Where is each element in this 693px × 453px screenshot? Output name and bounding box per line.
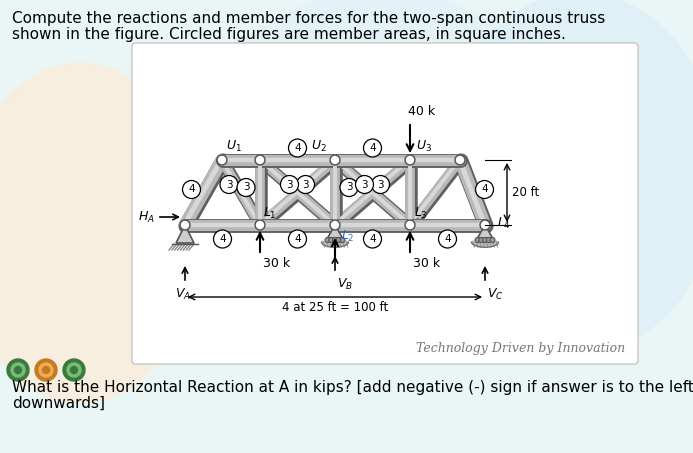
- Text: $L_2$: $L_2$: [341, 229, 355, 244]
- Text: 4: 4: [481, 184, 488, 194]
- Text: 20 ft: 20 ft: [512, 186, 539, 199]
- Circle shape: [288, 230, 306, 248]
- Text: 3: 3: [361, 179, 368, 189]
- Circle shape: [15, 366, 21, 374]
- Text: 4: 4: [369, 234, 376, 244]
- Text: $U_2$: $U_2$: [311, 139, 327, 154]
- Circle shape: [340, 237, 345, 242]
- Circle shape: [364, 230, 382, 248]
- Text: $U_1$: $U_1$: [226, 139, 242, 154]
- Circle shape: [330, 220, 340, 230]
- Text: $L_1$: $L_1$: [263, 206, 277, 221]
- Circle shape: [39, 363, 53, 377]
- Text: 4: 4: [295, 234, 301, 244]
- Text: 4: 4: [219, 234, 226, 244]
- Circle shape: [11, 363, 25, 377]
- Circle shape: [256, 156, 263, 164]
- Circle shape: [328, 237, 334, 242]
- Circle shape: [218, 156, 225, 164]
- Circle shape: [455, 155, 465, 165]
- Circle shape: [42, 366, 49, 374]
- Text: $U_3$: $U_3$: [416, 139, 432, 154]
- Text: 40 k: 40 k: [408, 105, 435, 118]
- Circle shape: [457, 156, 464, 164]
- Text: 30 k: 30 k: [263, 257, 290, 270]
- Circle shape: [331, 222, 338, 228]
- Text: 3: 3: [346, 183, 352, 193]
- Circle shape: [63, 359, 85, 381]
- Text: 3: 3: [302, 179, 309, 189]
- Text: 3: 3: [377, 179, 384, 189]
- Circle shape: [480, 220, 490, 230]
- Circle shape: [288, 139, 306, 157]
- Text: 4: 4: [188, 184, 195, 194]
- Text: shown in the figure. Circled figures are member areas, in square inches.: shown in the figure. Circled figures are…: [12, 27, 566, 42]
- Circle shape: [439, 230, 457, 248]
- Circle shape: [331, 156, 338, 164]
- Circle shape: [330, 155, 340, 165]
- Circle shape: [297, 175, 315, 193]
- Circle shape: [486, 237, 491, 242]
- Text: $L_4$: $L_4$: [497, 216, 511, 231]
- Polygon shape: [322, 242, 349, 247]
- Text: 3: 3: [243, 183, 249, 193]
- Circle shape: [340, 178, 358, 197]
- Circle shape: [482, 237, 487, 242]
- Circle shape: [356, 175, 374, 193]
- Circle shape: [255, 155, 265, 165]
- Circle shape: [364, 139, 382, 157]
- Circle shape: [180, 220, 190, 230]
- Polygon shape: [176, 225, 194, 243]
- Text: $V_A$: $V_A$: [175, 287, 191, 302]
- Text: $L_3$: $L_3$: [414, 206, 428, 221]
- Circle shape: [407, 156, 414, 164]
- Text: 4: 4: [444, 234, 451, 244]
- Circle shape: [371, 175, 389, 193]
- Circle shape: [220, 175, 238, 193]
- Circle shape: [482, 222, 489, 228]
- Circle shape: [490, 237, 495, 242]
- Circle shape: [67, 363, 81, 377]
- Circle shape: [336, 237, 341, 242]
- Circle shape: [333, 237, 337, 242]
- Text: downwards]: downwards]: [12, 396, 105, 411]
- Circle shape: [281, 175, 299, 193]
- Polygon shape: [328, 225, 342, 238]
- Circle shape: [237, 178, 255, 197]
- Text: What is the Horizontal Reaction at A in kips? [add negative (-) sign if answer i: What is the Horizontal Reaction at A in …: [12, 380, 693, 395]
- Circle shape: [256, 222, 263, 228]
- Circle shape: [405, 155, 415, 165]
- Circle shape: [479, 237, 484, 242]
- Text: 30 k: 30 k: [413, 257, 440, 270]
- Text: $H_A$: $H_A$: [138, 209, 155, 225]
- Text: Compute the reactions and member forces for the two-span continuous truss: Compute the reactions and member forces …: [12, 11, 605, 26]
- Text: 4 at 25 ft = 100 ft: 4 at 25 ft = 100 ft: [282, 301, 388, 314]
- Circle shape: [475, 237, 480, 242]
- Text: 3: 3: [226, 179, 232, 189]
- Text: 4: 4: [369, 143, 376, 153]
- Text: 3: 3: [286, 179, 293, 189]
- Circle shape: [182, 222, 188, 228]
- Circle shape: [213, 230, 231, 248]
- Circle shape: [255, 220, 265, 230]
- Circle shape: [182, 180, 200, 198]
- Circle shape: [325, 237, 330, 242]
- Circle shape: [475, 180, 493, 198]
- Ellipse shape: [240, 0, 520, 153]
- Circle shape: [407, 222, 414, 228]
- Text: 4: 4: [295, 143, 301, 153]
- Circle shape: [35, 359, 57, 381]
- Circle shape: [71, 366, 78, 374]
- FancyBboxPatch shape: [132, 43, 638, 364]
- Text: Technology Driven by Innovation: Technology Driven by Innovation: [416, 342, 625, 355]
- Circle shape: [7, 359, 29, 381]
- Circle shape: [217, 155, 227, 165]
- Polygon shape: [471, 242, 498, 247]
- Ellipse shape: [440, 0, 693, 353]
- Text: $V_C$: $V_C$: [487, 287, 504, 302]
- Text: $V_B$: $V_B$: [337, 277, 353, 292]
- Ellipse shape: [0, 63, 200, 403]
- Circle shape: [405, 220, 415, 230]
- Polygon shape: [477, 225, 493, 238]
